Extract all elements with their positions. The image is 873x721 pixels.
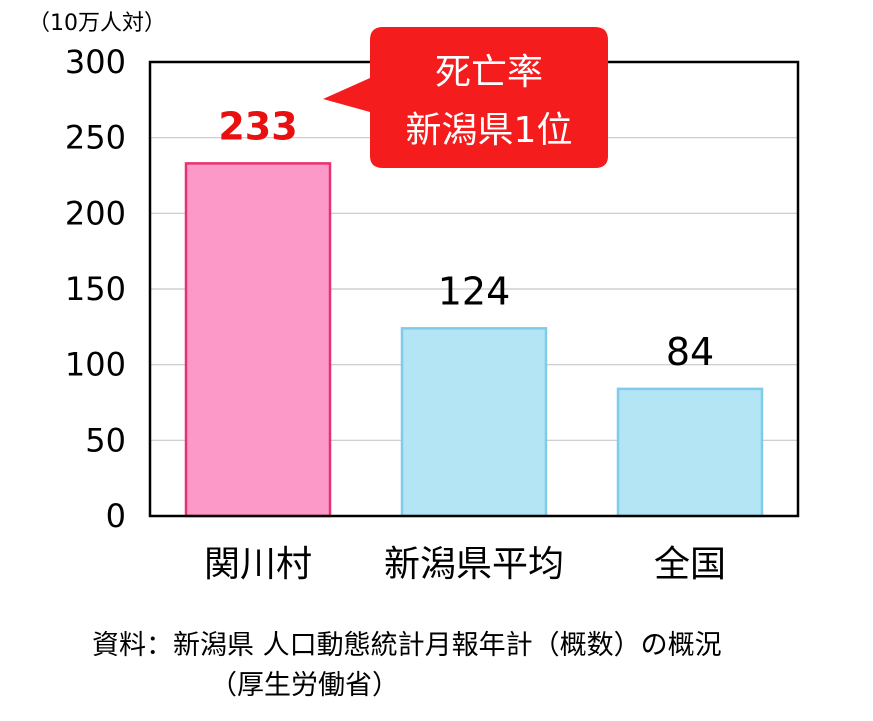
callout-shape bbox=[323, 27, 608, 168]
y-tick-label: 250 bbox=[65, 119, 126, 157]
bar bbox=[616, 387, 764, 518]
callout-bubble: 死亡率 新潟県1位 bbox=[323, 27, 608, 168]
x-tick-label: 関川村 bbox=[204, 544, 312, 585]
bar-chart: （10万人対） 0 50 100 150 200 250 300 233 124 84 関川村 新… bbox=[28, 11, 800, 585]
bar-value-label: 124 bbox=[438, 269, 511, 313]
bars bbox=[184, 162, 764, 518]
y-tick-label: 50 bbox=[85, 421, 126, 459]
x-tick-label: 新潟県平均 bbox=[384, 544, 564, 585]
y-tick-label: 150 bbox=[65, 270, 126, 308]
x-axis-labels: 関川村 新潟県平均 全国 bbox=[204, 544, 726, 585]
bar-value-label: 84 bbox=[666, 330, 714, 374]
source-line-2: （厚生労働省） bbox=[210, 670, 399, 701]
y-axis-ticks: 0 50 100 150 200 250 300 bbox=[65, 43, 126, 535]
callout-line-1: 死亡率 bbox=[435, 52, 543, 93]
bar-value-label: 233 bbox=[218, 104, 297, 148]
bar bbox=[184, 162, 332, 518]
x-tick-label: 全国 bbox=[654, 544, 726, 585]
source-note: 資料：新潟県 人口動態統計月報年計（概数）の概況 （厚生労働省） bbox=[92, 626, 722, 706]
y-unit-label: （10万人対） bbox=[28, 11, 166, 36]
y-tick-label: 300 bbox=[65, 43, 126, 81]
y-tick-label: 100 bbox=[65, 346, 126, 384]
source-line-1: 資料：新潟県 人口動態統計月報年計（概数）の概況 bbox=[92, 630, 722, 661]
callout-line-2: 新潟県1位 bbox=[406, 110, 573, 151]
y-tick-label: 200 bbox=[65, 194, 126, 232]
value-labels: 233 124 84 bbox=[218, 104, 714, 373]
y-tick-label: 0 bbox=[106, 497, 126, 535]
bar bbox=[400, 327, 548, 518]
